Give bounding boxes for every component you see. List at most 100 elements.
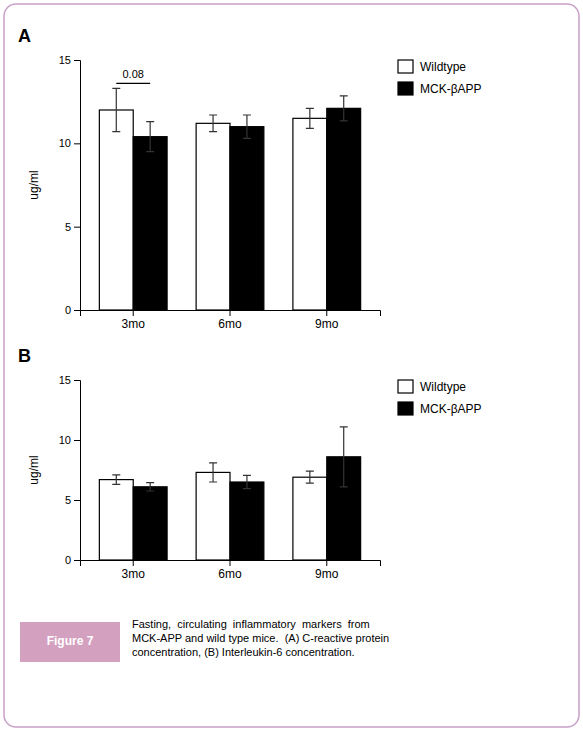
error-bar <box>306 471 314 483</box>
panel: 0 5 10 15 3mo 6mo 9mo ug/ml B Wildtype MCK-βAPP <box>18 346 482 581</box>
error-bar <box>243 115 251 138</box>
series <box>133 427 360 560</box>
tick-label: 0 <box>65 304 71 316</box>
bar <box>230 127 264 310</box>
panel-label: A <box>18 26 31 46</box>
tick-mark <box>74 500 80 501</box>
error-bar <box>306 108 314 128</box>
tick-label: 15 <box>59 54 71 66</box>
error-bar <box>209 115 217 132</box>
bar <box>293 477 327 560</box>
bar <box>327 108 361 310</box>
bar <box>196 472 230 560</box>
error-bar <box>146 122 154 152</box>
figure: 0 5 10 15 3mo 6mo 9mo ug/ml A Wildtype MCK-βAPP 0.0… <box>0 0 583 731</box>
series <box>99 88 326 310</box>
tick-label: 10 <box>59 137 71 149</box>
legend: Wildtype MCK-βAPP <box>398 60 482 96</box>
tick: 15 <box>59 54 80 66</box>
legend-item: MCK-βAPP <box>398 402 482 416</box>
error-bar <box>112 88 120 131</box>
legend-label: Wildtype <box>420 380 466 394</box>
tick-label: 15 <box>59 374 71 386</box>
error-bar <box>340 427 348 487</box>
axis-line <box>74 381 81 561</box>
tick-label: 10 <box>59 434 71 446</box>
error-bar <box>243 475 251 488</box>
tick: 10 <box>59 434 80 446</box>
bar <box>133 137 167 310</box>
plot-area <box>99 88 360 310</box>
tick-label: 0 <box>65 554 71 566</box>
caption: Fasting, circulating inflammatory marker… <box>132 618 389 658</box>
tick: 5 <box>65 494 80 506</box>
tick-mark <box>326 310 327 316</box>
bar <box>99 480 133 560</box>
bar <box>230 482 264 560</box>
tick-mark <box>133 310 134 316</box>
figure-label: Figure 7 <box>47 634 94 648</box>
axis-title: ug/ml <box>27 170 41 199</box>
tick: 9mo <box>315 560 339 581</box>
tick-mark <box>230 560 231 566</box>
tick-label: 9mo <box>315 567 339 581</box>
tick: 0 <box>65 554 80 566</box>
tick-label: 6mo <box>218 317 242 331</box>
plot-area <box>99 427 360 560</box>
legend-swatch <box>398 380 413 393</box>
legend-swatch <box>398 402 413 415</box>
tick-label: 3mo <box>122 567 146 581</box>
tick: 5 <box>65 221 80 233</box>
axis-title: ug/ml <box>27 455 41 484</box>
annotation: 0.08 <box>123 68 144 80</box>
tick-label: 6mo <box>218 567 242 581</box>
tick-mark <box>74 560 80 561</box>
tick: 15 <box>59 374 80 386</box>
tick-mark <box>74 60 80 61</box>
tick: 9mo <box>315 310 339 331</box>
tick-mark <box>74 227 80 228</box>
caption-box <box>20 622 120 662</box>
axis-line <box>74 61 81 311</box>
legend: Wildtype MCK-βAPP <box>398 380 482 416</box>
legend-item: Wildtype <box>398 60 466 74</box>
tick: 0 <box>65 304 80 316</box>
legend-item: Wildtype <box>398 380 466 394</box>
tick-mark <box>74 440 80 441</box>
tick-mark <box>74 380 80 381</box>
bar <box>99 110 133 310</box>
axis-line <box>81 311 381 317</box>
panel: 0 5 10 15 3mo 6mo 9mo ug/ml A Wildtype MCK-βAPP 0.0… <box>18 26 482 331</box>
tick: 3mo <box>122 560 146 581</box>
legend-label: MCK-βAPP <box>420 82 482 96</box>
panel-label: B <box>18 346 31 366</box>
error-bar <box>146 483 154 491</box>
tick-mark <box>74 143 80 144</box>
tick: 10 <box>59 137 80 149</box>
series <box>99 463 326 560</box>
legend-label: Wildtype <box>420 60 466 74</box>
bar <box>196 123 230 310</box>
legend-item: MCK-βAPP <box>398 82 482 96</box>
bar <box>133 487 167 560</box>
error-bar <box>112 475 120 485</box>
tick: 3mo <box>122 310 146 331</box>
tick-label: 3mo <box>122 317 146 331</box>
legend-swatch <box>398 60 413 73</box>
error-bar <box>340 96 348 121</box>
bar <box>293 118 327 310</box>
legend-label: MCK-βAPP <box>420 402 482 416</box>
border <box>4 4 579 727</box>
significance-line <box>116 83 150 84</box>
tick-mark <box>230 310 231 316</box>
tick-mark <box>133 560 134 566</box>
y-axis: 0 5 10 15 <box>59 374 81 566</box>
tick-mark <box>74 310 80 311</box>
series <box>133 96 360 310</box>
x-axis: 3mo 6mo 9mo <box>81 310 381 331</box>
tick: 6mo <box>218 310 242 331</box>
axis-line <box>81 561 381 567</box>
tick-label: 5 <box>65 221 71 233</box>
tick-label: 9mo <box>315 317 339 331</box>
tick-label: 5 <box>65 494 71 506</box>
